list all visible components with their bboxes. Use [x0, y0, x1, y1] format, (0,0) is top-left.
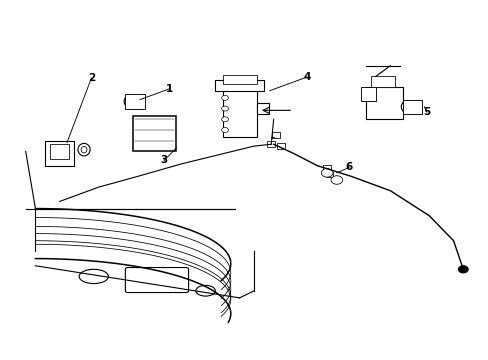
- Circle shape: [330, 176, 342, 184]
- Ellipse shape: [124, 95, 136, 108]
- Ellipse shape: [79, 269, 108, 284]
- Bar: [256, 103, 268, 114]
- Bar: [323, 165, 330, 170]
- Bar: [366, 87, 402, 119]
- Circle shape: [321, 168, 332, 177]
- Ellipse shape: [401, 100, 413, 113]
- Circle shape: [458, 266, 467, 273]
- Bar: [272, 132, 280, 138]
- Bar: [222, 87, 256, 137]
- Bar: [370, 76, 394, 87]
- Bar: [222, 75, 256, 84]
- Bar: [215, 80, 264, 91]
- Circle shape: [221, 95, 228, 100]
- Text: 2: 2: [87, 73, 95, 83]
- Circle shape: [221, 127, 228, 132]
- Text: 3: 3: [161, 156, 167, 165]
- Bar: [361, 87, 375, 102]
- Ellipse shape: [196, 285, 215, 296]
- Text: 1: 1: [165, 84, 172, 94]
- Ellipse shape: [78, 143, 90, 156]
- Ellipse shape: [81, 147, 87, 153]
- Bar: [267, 141, 275, 147]
- Text: 5: 5: [422, 107, 429, 117]
- Text: 4: 4: [303, 72, 310, 82]
- Text: 6: 6: [345, 162, 352, 172]
- FancyBboxPatch shape: [125, 267, 188, 293]
- Bar: [50, 144, 69, 158]
- Ellipse shape: [404, 104, 409, 110]
- Bar: [132, 116, 176, 152]
- Bar: [277, 143, 285, 149]
- Circle shape: [221, 117, 228, 122]
- Bar: [325, 172, 333, 177]
- Bar: [402, 100, 421, 114]
- Bar: [125, 94, 144, 109]
- Circle shape: [221, 106, 228, 111]
- Ellipse shape: [127, 98, 133, 105]
- Bar: [45, 141, 74, 166]
